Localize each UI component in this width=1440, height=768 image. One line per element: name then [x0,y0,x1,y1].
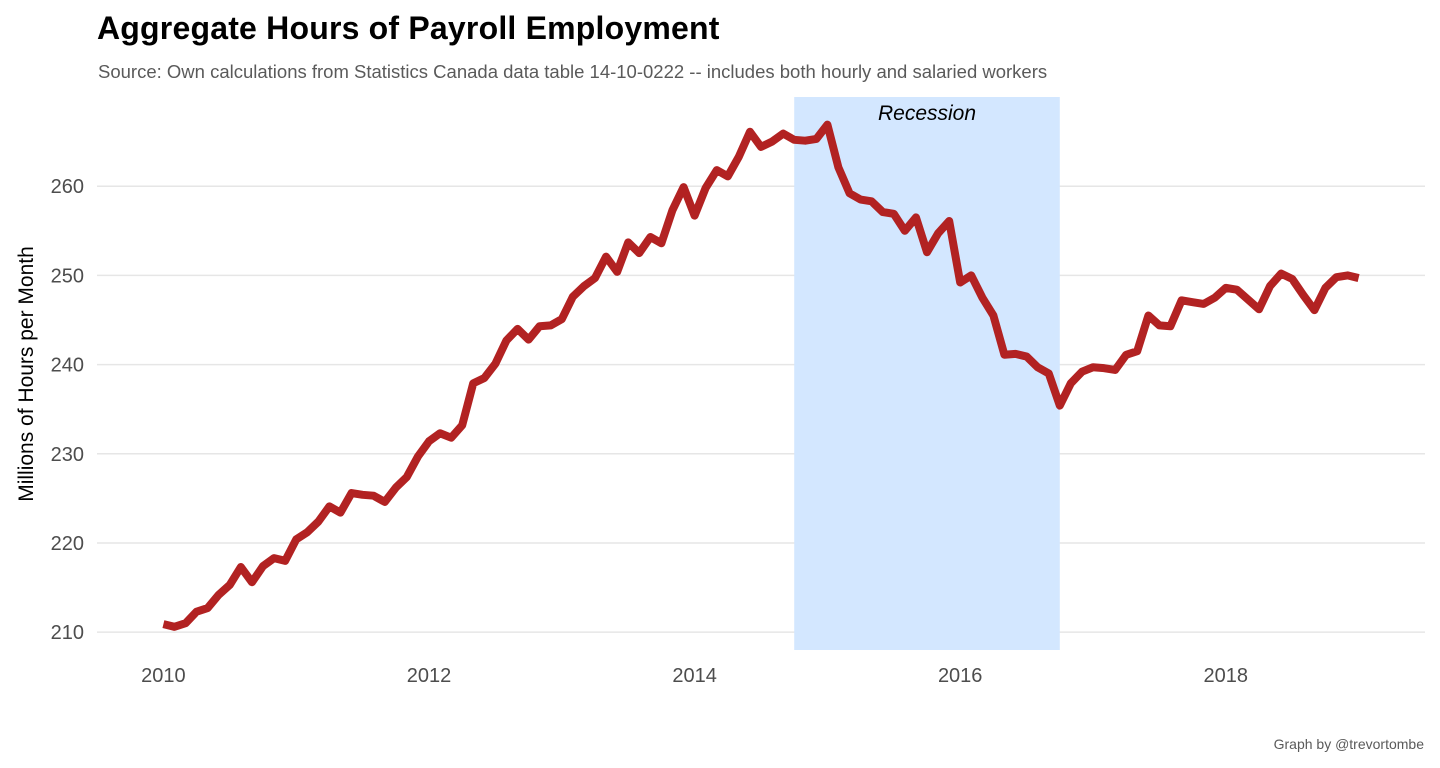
series-line [162,120,1360,631]
recession-band [794,97,1060,650]
y-tick-label: 230 [51,444,84,466]
chart-title: Aggregate Hours of Payroll Employment [97,10,720,46]
x-tick-label: 2012 [407,665,452,687]
y-tick-label: 260 [51,176,84,198]
x-axis-tick-labels: 2010 2012 2014 2016 2018 [141,665,1248,687]
x-tick-label: 2016 [938,665,983,687]
x-tick-label: 2010 [141,665,186,687]
y-tick-label: 250 [51,265,84,287]
y-axis-tick-labels: 210 220 230 240 250 260 [51,176,84,644]
recession-shading: Recession [794,97,1060,650]
grid-lines [97,185,1425,633]
x-tick-label: 2018 [1204,665,1249,687]
y-tick-label: 240 [51,355,84,377]
recession-label: Recession [878,102,976,125]
chart-subtitle: Source: Own calculations from Statistics… [98,61,1048,82]
y-tick-label: 220 [51,533,84,555]
series-layer [162,120,1360,631]
y-tick-label: 210 [51,622,84,644]
x-tick-label: 2014 [672,665,717,687]
y-axis-title: Millions of Hours per Month [15,246,38,502]
chart-caption: Graph by @trevortombe [1273,736,1424,752]
